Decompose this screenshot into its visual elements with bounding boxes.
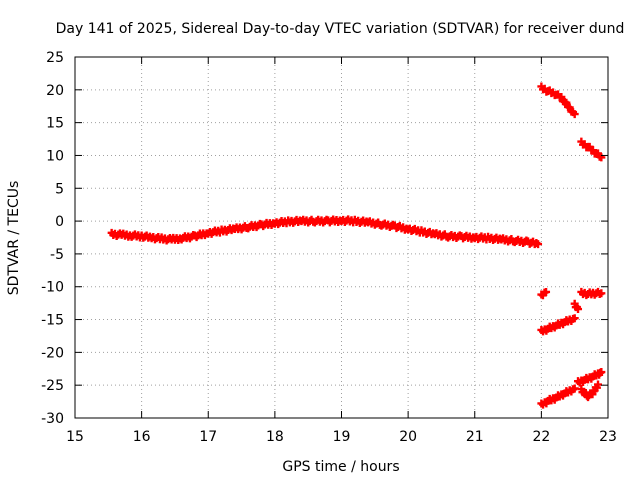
data-point <box>562 98 571 107</box>
data-point <box>597 153 606 162</box>
y-tick-label: -15 <box>41 313 64 329</box>
x-tick-label: 20 <box>399 429 417 445</box>
x-tick-label: 16 <box>133 429 151 445</box>
y-tick-label: -20 <box>41 345 64 361</box>
x-tick-label: 21 <box>466 429 484 445</box>
series-seg8 <box>574 368 606 387</box>
series-seg1 <box>537 82 579 119</box>
y-tick-label: 5 <box>55 181 64 197</box>
x-tick-label: 23 <box>599 429 617 445</box>
data-point <box>534 240 543 249</box>
x-tick-label: 22 <box>532 429 550 445</box>
data-point <box>597 368 606 377</box>
y-tick-label: 10 <box>46 148 64 164</box>
x-tick-label: 17 <box>199 429 217 445</box>
data-marks <box>107 82 606 409</box>
series-seg7 <box>537 384 579 409</box>
y-tick-label: 15 <box>46 116 64 132</box>
series-seg3 <box>537 287 551 300</box>
y-tick-label: 0 <box>55 214 64 230</box>
series-seg4 <box>570 299 583 314</box>
axis-ticks: 15 16 17 18 19 20 21 22 23 -30 -25 -20 -15 -10 -5 0 5 10 1… <box>41 50 617 445</box>
data-point <box>557 92 566 101</box>
data-point <box>570 110 579 119</box>
series-main <box>107 215 543 249</box>
series-seg2 <box>577 137 606 162</box>
x-tick-label: 19 <box>333 429 351 445</box>
chart-title: Day 141 of 2025, Sidereal Day-to-day VTE… <box>56 21 625 37</box>
y-tick-label: -25 <box>41 378 64 394</box>
y-tick-label: -10 <box>41 280 64 296</box>
series-seg6 <box>537 314 579 336</box>
y-axis-label: SDTVAR / TECUs <box>6 181 22 296</box>
x-tick-label: 18 <box>266 429 284 445</box>
x-tick-label: 15 <box>66 429 84 445</box>
y-tick-label: -5 <box>50 247 64 263</box>
data-point <box>574 305 583 314</box>
series-seg5 <box>577 287 606 300</box>
data-point <box>594 380 603 389</box>
y-tick-label: -30 <box>41 411 64 427</box>
x-axis-label: GPS time / hours <box>282 459 399 475</box>
y-tick-label: 20 <box>46 83 64 99</box>
data-point <box>597 289 606 298</box>
data-point <box>565 103 574 112</box>
series-seg9 <box>577 380 603 402</box>
data-point <box>542 287 551 296</box>
data-point <box>570 314 579 323</box>
y-tick-label: 25 <box>46 50 64 66</box>
